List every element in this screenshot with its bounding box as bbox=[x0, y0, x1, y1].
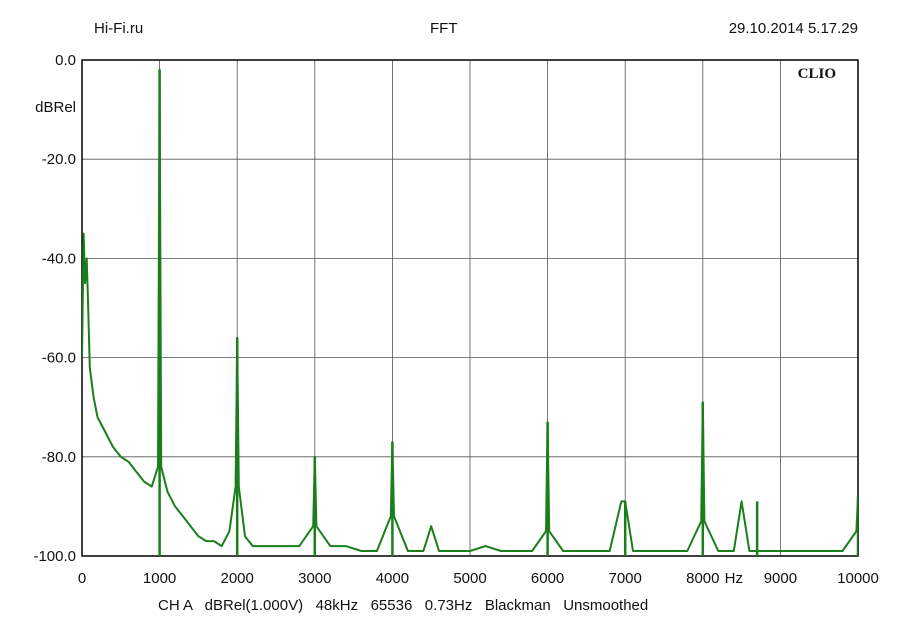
x-tick-label: 6000 bbox=[531, 570, 564, 587]
x-tick-label: 10000 bbox=[837, 570, 879, 587]
y-tick-label: -60.0 bbox=[42, 350, 76, 367]
y-tick-label: -20.0 bbox=[42, 151, 76, 168]
x-tick-label: 2000 bbox=[221, 570, 254, 587]
x-tick-label: 8000 bbox=[686, 570, 719, 587]
measurement-settings: CH A dBRel(1.000V) 48kHz 65536 0.73Hz Bl… bbox=[158, 597, 649, 614]
x-tick-label: 4000 bbox=[376, 570, 409, 587]
y-tick-label: 0.0 bbox=[55, 52, 76, 69]
x-tick-label: 5000 bbox=[453, 570, 486, 587]
brand-logo: CLIO bbox=[798, 66, 836, 82]
y-tick-label: -80.0 bbox=[42, 449, 76, 466]
x-tick-label: 9000 bbox=[764, 570, 797, 587]
header-left-label: Hi-Fi.ru bbox=[94, 20, 144, 37]
x-axis-label: Hz bbox=[725, 570, 743, 587]
x-tick-label: 1000 bbox=[143, 570, 176, 587]
chart-title: FFT bbox=[430, 20, 458, 37]
x-tick-label: 7000 bbox=[609, 570, 642, 587]
y-axis-label: dBRel bbox=[35, 99, 76, 116]
x-tick-label: 0 bbox=[78, 570, 86, 587]
x-tick-label: 3000 bbox=[298, 570, 331, 587]
y-tick-label: -40.0 bbox=[42, 250, 76, 267]
header-timestamp: 29.10.2014 5.17.29 bbox=[728, 20, 858, 37]
y-tick-label: -100.0 bbox=[33, 548, 76, 565]
